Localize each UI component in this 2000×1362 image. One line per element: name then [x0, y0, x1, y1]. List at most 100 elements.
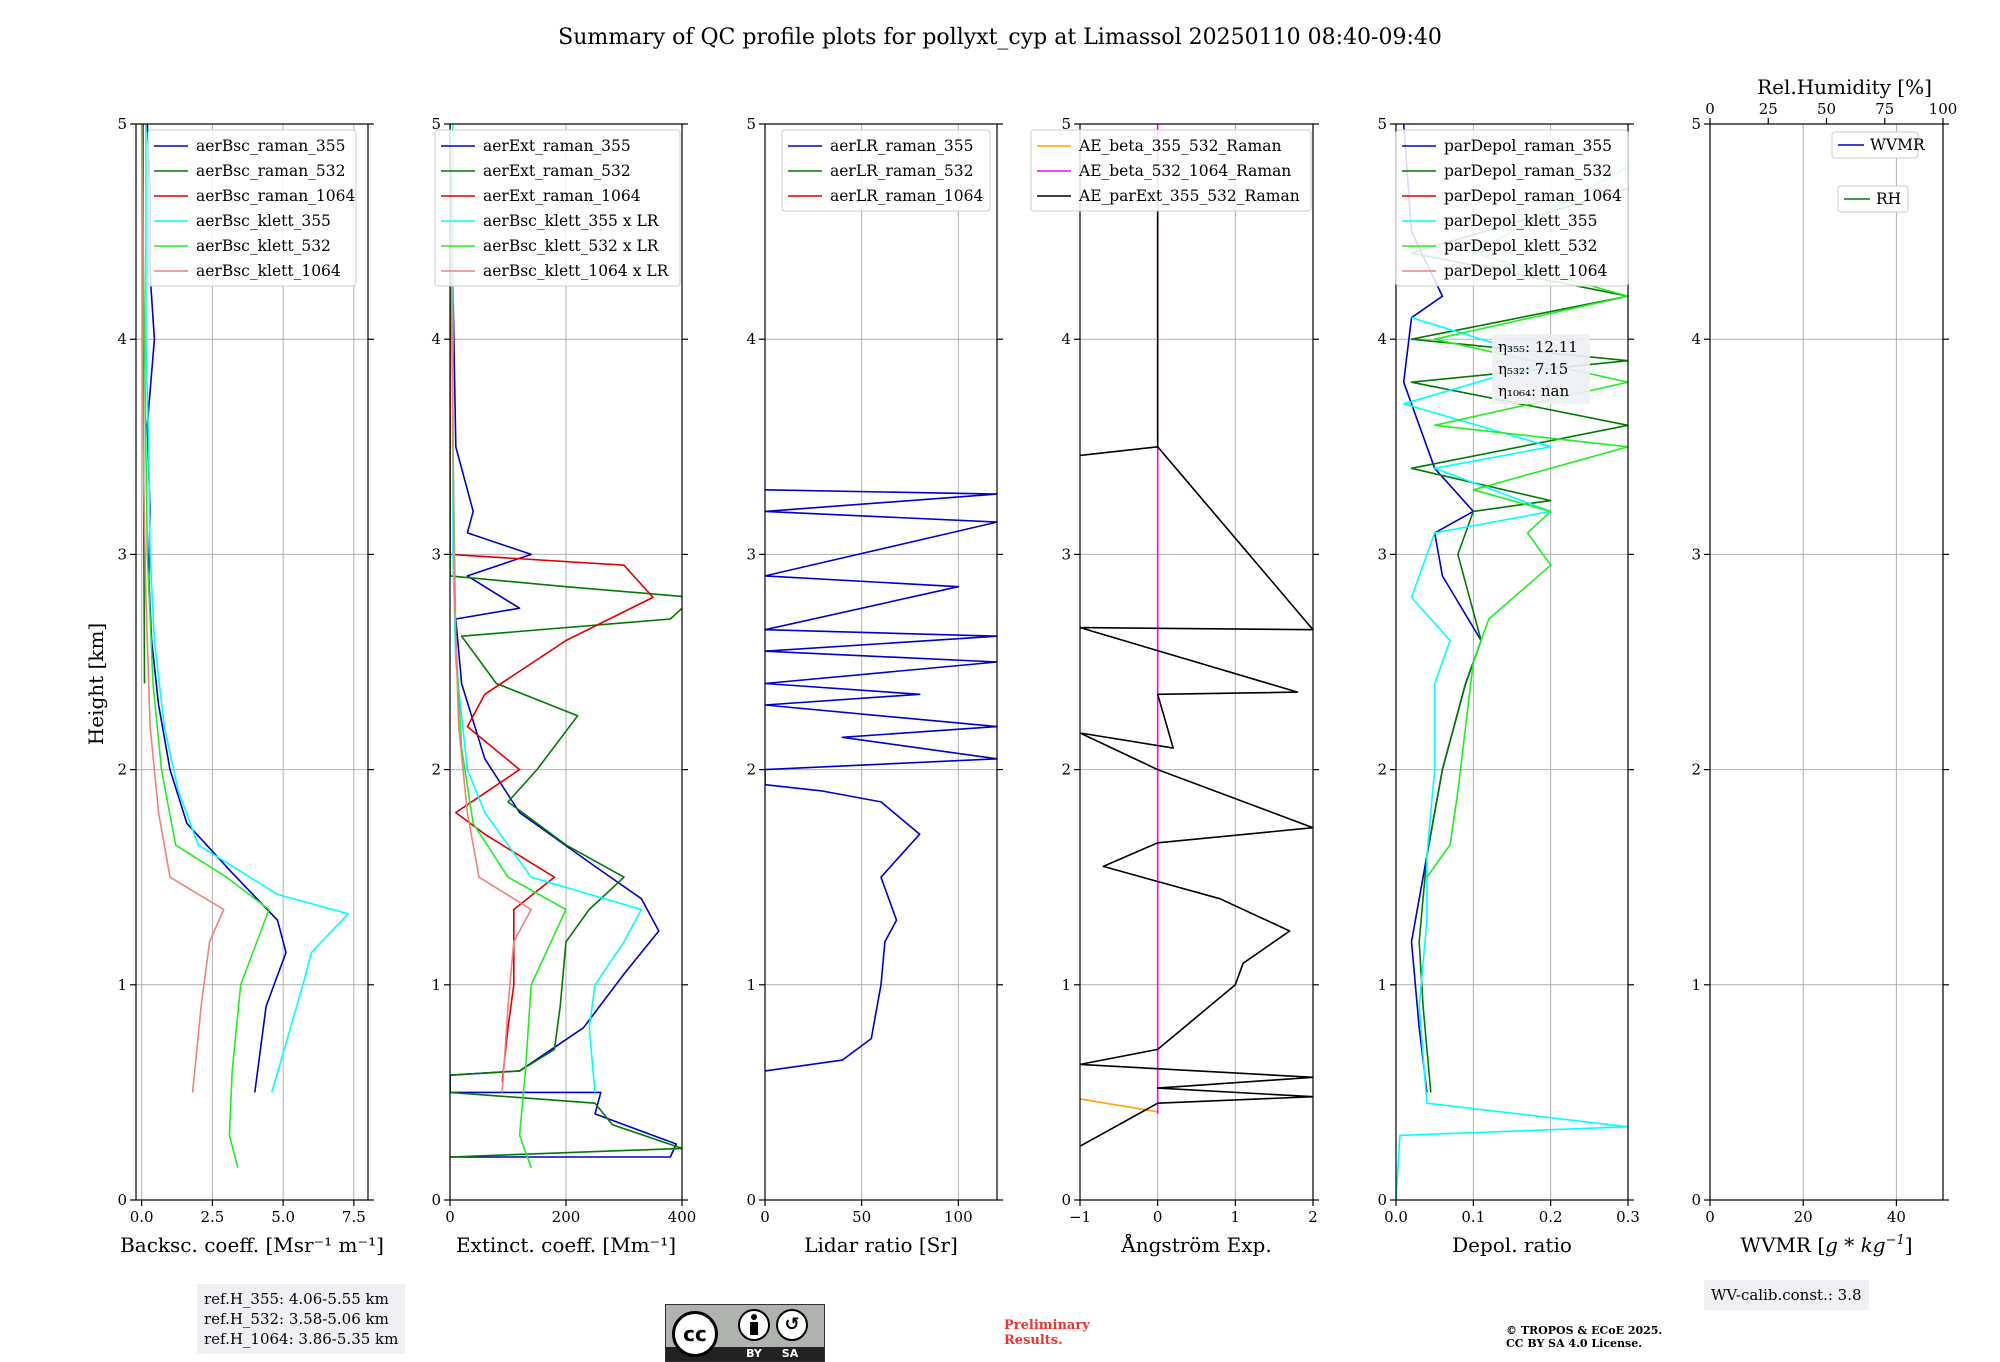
legend-entry: aerBsc_klett_532 [196, 237, 331, 255]
legend-box [434, 129, 681, 287]
y-tick-label: 2 [1377, 761, 1387, 779]
legend-entry: parDepol_raman_355 [1444, 137, 1612, 155]
series-line-parDepol_raman_355 [1402, 124, 1482, 1093]
wv-calibration-box: WV-calib.const.: 3.8 [1704, 1280, 1869, 1310]
axes-frame [764, 123, 998, 1201]
y-tick-label: 3 [1377, 545, 1387, 563]
legend-entry: WVMR [1870, 136, 1926, 154]
legend-box [1030, 129, 1312, 212]
x-axis-label: Ångström Exp. [1120, 1232, 1271, 1257]
legend-entry: AE_beta_355_532_Raman [1078, 137, 1281, 155]
legend-entry: AE_beta_532_1064_Raman [1078, 162, 1291, 180]
y-tick-label: 0 [746, 1191, 756, 1209]
y-tick-label: 0 [1061, 1191, 1071, 1209]
series-group [450, 124, 682, 1168]
legend-entry: aerLR_raman_532 [830, 162, 973, 180]
legend-entry: parDepol_klett_355 [1444, 212, 1597, 230]
y-tick-label: 1 [1061, 976, 1071, 994]
legend-entry: aerBsc_klett_532 x LR [483, 237, 660, 255]
x-tick-label: 1 [1231, 1208, 1241, 1226]
series-line-aerBsc_klett_532 [140, 124, 270, 1168]
x-tick-label: 400 [668, 1208, 697, 1226]
y-tick-label: 2 [1061, 761, 1071, 779]
y-tick-label: 4 [117, 330, 127, 348]
x-axis-label: Extinct. coeff. [Mm⁻¹] [456, 1233, 676, 1257]
top-x-tick-label: 100 [1929, 100, 1958, 118]
legend-entry: AE_parExt_355_532_Raman [1078, 187, 1300, 205]
y-tick-label: 1 [117, 976, 127, 994]
x-tick-label: 0.3 [1616, 1208, 1640, 1226]
y-tick-label: 0 [1377, 1191, 1387, 1209]
x-tick-label: 2.5 [200, 1208, 224, 1226]
legend-entry: aerLR_raman_1064 [830, 187, 983, 205]
preliminary-results-note: Preliminary Results. [1004, 1318, 1090, 1348]
y-tick-label: 5 [1377, 115, 1387, 133]
x-tick-label: 0.0 [130, 1208, 154, 1226]
x-tick-label: 20 [1794, 1208, 1813, 1226]
legend-entry: aerBsc_raman_532 [196, 162, 346, 180]
x-axis-label: WVMR [g * kg−1] [1740, 1233, 1912, 1257]
series-line-parDepol_klett_355 [1396, 316, 1628, 1200]
y-tick-label: 5 [1061, 115, 1071, 133]
ref-height-1064: ref.H_1064: 3.86-5.35 km [204, 1330, 399, 1348]
series-line-aerExt_raman_532 [450, 124, 682, 1158]
panel-5: 0.0 0.1 0.2 0.3 0 1 2 3 4 5 Depol. ratio parDepol_r… [1377, 115, 1639, 1257]
series-line-aerBsc_raman_355 [146, 124, 287, 1093]
legend-entry: aerLR_raman_355 [830, 137, 973, 155]
series-line-aerBsc_klett_355 [145, 124, 350, 1093]
y-tick-label: 1 [1377, 976, 1387, 994]
x-tick-label: 50 [852, 1208, 871, 1226]
x-tick-label: 7.5 [342, 1208, 366, 1226]
series-group [765, 489, 997, 1072]
series-line-aerLR_raman_355 [765, 489, 997, 1072]
axes-frame [1709, 123, 1944, 1201]
legend-box [147, 129, 357, 287]
series-group [1396, 124, 1628, 1200]
legend-entry: aerExt_raman_1064 [483, 187, 641, 205]
x-tick-label: 0.1 [1461, 1208, 1485, 1226]
y-tick-label: 4 [746, 330, 756, 348]
x-axis-label: Lidar ratio [Sr] [804, 1233, 958, 1257]
y-tick-label: 4 [1061, 330, 1071, 348]
ref-height-532: ref.H_532: 3.58-5.06 km [204, 1310, 389, 1328]
legend-entry: aerBsc_klett_355 x LR [483, 212, 660, 230]
axes-frame [1079, 123, 1314, 1201]
panels: 0.0 2.5 5.0 7.5 0 1 2 3 4 5 Backsc. coeff. [Msr⁻¹ … [117, 75, 1957, 1257]
y-tick-label: 5 [746, 115, 756, 133]
top-x-tick-label: 75 [1875, 100, 1894, 118]
y-tick-label: 2 [117, 761, 127, 779]
legend-entry: RH [1876, 190, 1901, 208]
eta-annotation-line: η₁₀₆₄: nan [1498, 382, 1569, 400]
legend-box [1395, 129, 1629, 287]
y-tick-label: 1 [746, 976, 756, 994]
cc-logo-icon: cc [672, 1311, 718, 1357]
series-line-parDepol_raman_532 [1410, 187, 1628, 1093]
series-group [1080, 124, 1313, 1147]
legend-entry: aerBsc_raman_1064 [196, 187, 356, 205]
y-tick-label: 0 [431, 1191, 441, 1209]
x-tick-label: 0.0 [1384, 1208, 1408, 1226]
y-tick-label: 4 [1691, 330, 1701, 348]
legend-entry: aerExt_raman_532 [483, 162, 631, 180]
axes-frame [135, 123, 369, 1201]
legend-entry: aerBsc_klett_1064 [196, 262, 341, 280]
preliminary-line-2: Results. [1004, 1333, 1063, 1348]
legend-entry: parDepol_klett_532 [1444, 237, 1597, 255]
cc-license-badge: cc ↺ BY SA [665, 1304, 825, 1362]
x-tick-label: 0 [1153, 1208, 1163, 1226]
height-axis-label: Height [km] [84, 623, 108, 745]
eta-annotation-box [1492, 334, 1590, 404]
legend-entry: aerBsc_raman_355 [196, 137, 346, 155]
series-line-aerBsc_klett_1064 x LR [450, 124, 533, 1093]
y-tick-label: 5 [431, 115, 441, 133]
axes-frame [449, 123, 683, 1201]
x-tick-label: 0 [1705, 1208, 1715, 1226]
y-tick-label: 0 [117, 1191, 127, 1209]
top-x-tick-label: 50 [1817, 100, 1836, 118]
panel-1: 0.0 2.5 5.0 7.5 0 1 2 3 4 5 Backsc. coeff. [Msr⁻¹ … [117, 115, 383, 1257]
series-line-aerExt_raman_1064 [450, 124, 654, 1082]
x-tick-label: 2 [1308, 1208, 1318, 1226]
top-x-tick-label: 25 [1759, 100, 1778, 118]
top-axis-label: Rel.Humidity [%] [1757, 75, 1932, 99]
